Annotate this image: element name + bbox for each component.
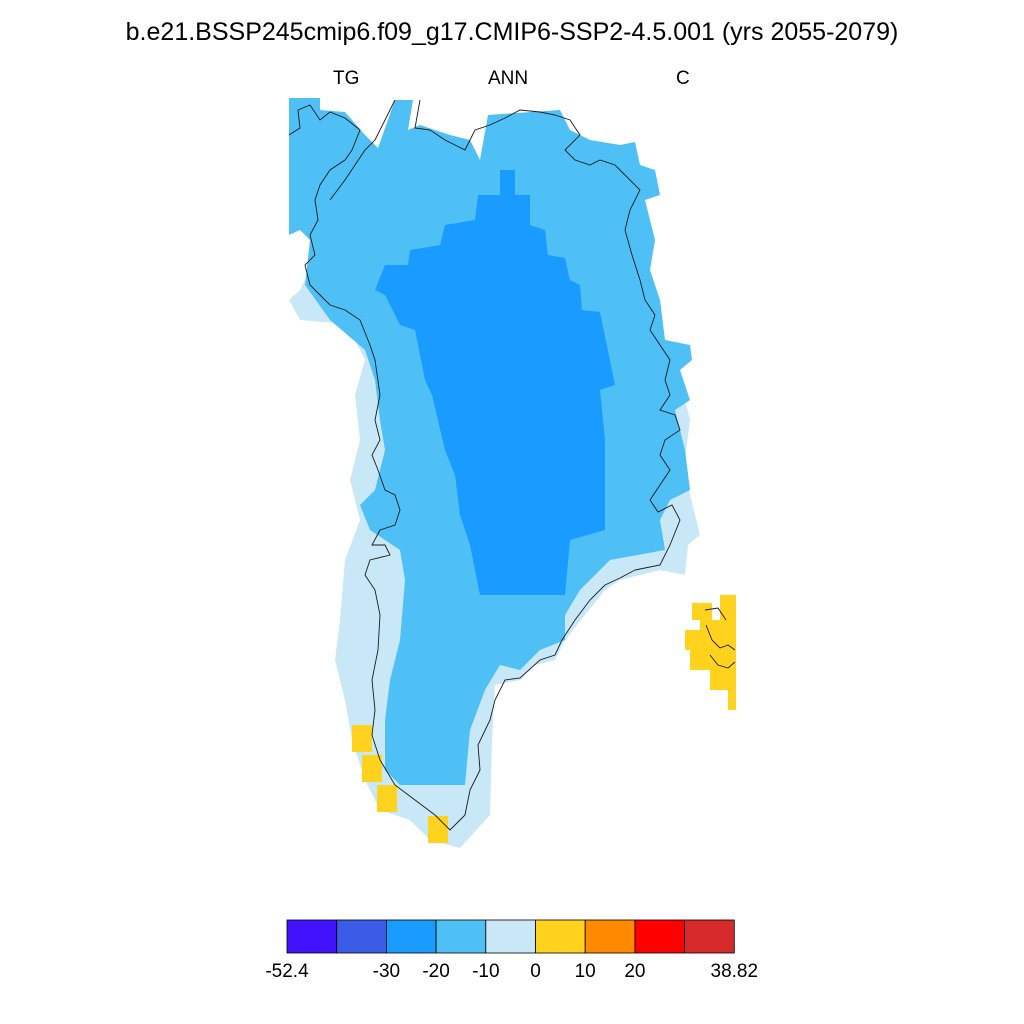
- warm-cell: [377, 785, 397, 812]
- variable-label: TG: [333, 68, 360, 89]
- colorbar-tick-label: 0: [530, 961, 541, 982]
- colorbar-tick-label: 38.82: [710, 961, 759, 982]
- units-label: C: [676, 68, 690, 89]
- coastline: [288, 99, 681, 831]
- map-title: b.e21.BSSP245cmip6.f09_g17.CMIP6-SSP2-4.…: [125, 18, 899, 46]
- warm-cell: [685, 595, 736, 710]
- colorbar-tick-label: -20: [422, 961, 450, 982]
- season-label: ANN: [488, 68, 529, 89]
- colorbar-swatch: [286, 919, 338, 954]
- colorbar-swatch: [385, 919, 437, 954]
- colorbar-swatch: [584, 919, 636, 954]
- colorbar-tick-label: 20: [624, 961, 646, 982]
- colorbar-swatch: [535, 919, 586, 954]
- colorbar-swatch: [684, 919, 735, 954]
- colorbar-tick-label: -10: [472, 961, 500, 982]
- colorbar-swatch: [336, 919, 387, 954]
- warm-cell: [362, 755, 382, 782]
- colorbar-swatch: [435, 919, 487, 954]
- colorbar-tick-label: -30: [372, 961, 401, 982]
- colorbar-tick-label: -52.4: [265, 961, 309, 982]
- colorbar-swatch: [485, 919, 536, 954]
- colorbar-swatch: [634, 919, 686, 954]
- colorbar-tick-label: 10: [574, 961, 596, 982]
- interior-band: [375, 170, 615, 595]
- east-island-coastline: [704, 607, 736, 669]
- warm-cell: [352, 725, 372, 752]
